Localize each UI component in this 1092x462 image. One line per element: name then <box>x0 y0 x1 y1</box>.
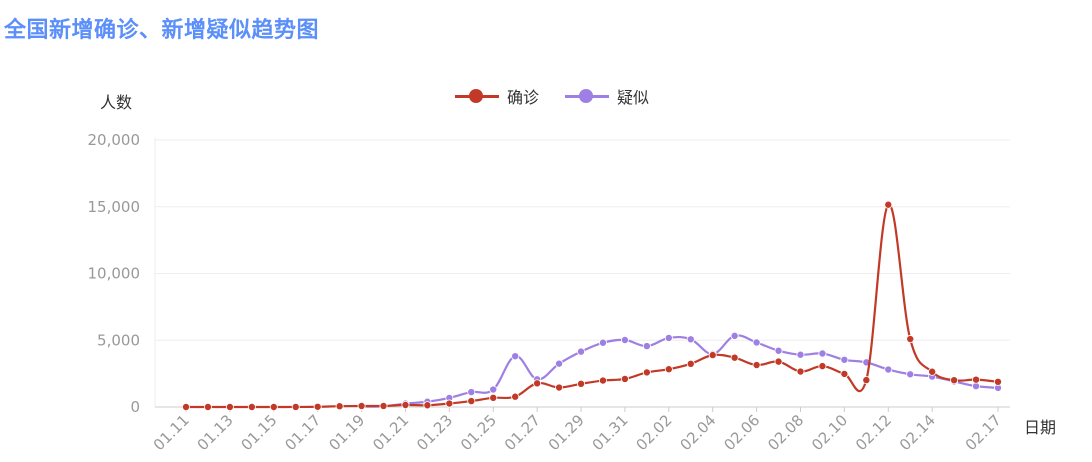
data-point[interactable] <box>774 346 783 355</box>
chart-series <box>181 200 1003 411</box>
data-point[interactable] <box>291 402 300 411</box>
x-tick-label: 02.04 <box>676 411 719 454</box>
x-axis-ticks: 01.11 01.13 01.15 01.17 01.19 01.21 01.23 01.25… <box>150 407 1005 454</box>
y-tick-label: 0 <box>130 398 140 416</box>
legend-item-suspected[interactable]: 疑似 <box>565 84 649 108</box>
x-tick-label: 01.15 <box>238 411 281 454</box>
x-tick-label: 01.21 <box>369 411 412 454</box>
page-title: 全国新增确诊、新增疑似趋势图 <box>4 18 320 43</box>
data-point[interactable] <box>620 374 629 383</box>
x-tick-label: 01.17 <box>281 411 324 454</box>
x-tick-label: 02.17 <box>962 411 1005 454</box>
series-suspected <box>357 331 1003 411</box>
legend-swatch-confirmed <box>455 89 499 103</box>
data-point[interactable] <box>511 392 520 401</box>
x-axis-label: 日期 <box>1024 418 1056 437</box>
data-point[interactable] <box>379 401 388 410</box>
data-point[interactable] <box>752 338 761 347</box>
data-point[interactable] <box>906 335 915 344</box>
x-tick-label: 02.10 <box>808 411 851 454</box>
data-point[interactable] <box>950 376 959 385</box>
data-point[interactable] <box>642 342 651 351</box>
data-point[interactable] <box>928 367 937 376</box>
data-point[interactable] <box>818 349 827 358</box>
x-tick-label: 02.02 <box>633 411 676 454</box>
data-point[interactable] <box>445 399 454 408</box>
y-tick-label: 15,000 <box>88 198 141 216</box>
data-point[interactable] <box>686 359 695 368</box>
x-tick-label: 01.29 <box>545 411 588 454</box>
data-point[interactable] <box>598 376 607 385</box>
x-tick-label: 01.11 <box>150 411 193 454</box>
data-point[interactable] <box>862 376 871 385</box>
data-point[interactable] <box>708 351 717 360</box>
data-point[interactable] <box>730 353 739 362</box>
data-point[interactable] <box>664 365 673 374</box>
data-point[interactable] <box>598 338 607 347</box>
data-point[interactable] <box>247 402 256 411</box>
data-point[interactable] <box>774 357 783 366</box>
data-point[interactable] <box>796 367 805 376</box>
data-point[interactable] <box>642 368 651 377</box>
data-point[interactable] <box>906 370 915 379</box>
series-line <box>361 334 999 408</box>
data-point[interactable] <box>225 402 234 411</box>
data-point[interactable] <box>620 335 629 344</box>
data-point[interactable] <box>972 375 981 384</box>
x-tick-label: 02.12 <box>852 411 895 454</box>
data-point[interactable] <box>203 402 212 411</box>
chart-legend: 确诊 疑似 <box>455 84 649 108</box>
x-tick-label: 01.23 <box>413 411 456 454</box>
data-point[interactable] <box>796 350 805 359</box>
data-point[interactable] <box>884 200 893 209</box>
data-point[interactable] <box>555 359 564 368</box>
data-point[interactable] <box>555 383 564 392</box>
legend-swatch-suspected <box>565 89 610 103</box>
legend-label-confirmed: 确诊 <box>507 88 540 107</box>
data-point[interactable] <box>467 388 476 397</box>
data-point[interactable] <box>752 361 761 370</box>
data-point[interactable] <box>577 379 586 388</box>
data-point[interactable] <box>511 352 520 361</box>
data-point[interactable] <box>401 401 410 410</box>
legend-label-suspected: 疑似 <box>617 88 650 107</box>
data-point[interactable] <box>577 347 586 356</box>
data-point[interactable] <box>533 379 542 388</box>
data-point[interactable] <box>686 335 695 344</box>
series-line <box>185 203 999 409</box>
data-point[interactable] <box>994 377 1003 386</box>
data-point[interactable] <box>730 331 739 340</box>
y-tick-label: 20,000 <box>88 131 141 149</box>
data-point[interactable] <box>489 393 498 402</box>
x-tick-label: 01.31 <box>589 411 632 454</box>
data-point[interactable] <box>335 402 344 411</box>
x-tick-label: 01.13 <box>194 411 237 454</box>
series-confirmed <box>181 200 1003 411</box>
x-tick-label: 02.06 <box>720 411 763 454</box>
data-point[interactable] <box>664 333 673 342</box>
data-point[interactable] <box>423 401 432 410</box>
data-point[interactable] <box>818 362 827 371</box>
data-point[interactable] <box>467 397 476 406</box>
x-tick-label: 01.19 <box>325 411 368 454</box>
data-point[interactable] <box>840 369 849 378</box>
y-tick-label: 10,000 <box>88 265 141 283</box>
data-point[interactable] <box>840 355 849 364</box>
x-tick-label: 01.27 <box>501 411 544 454</box>
y-axis-ticks: 0 5,000 10,000 15,000 20,000 <box>88 131 141 416</box>
y-tick-label: 5,000 <box>97 331 140 349</box>
y-axis-label: 人数 <box>100 93 132 112</box>
data-point[interactable] <box>357 401 366 410</box>
data-point[interactable] <box>269 402 278 411</box>
data-point[interactable] <box>489 385 498 394</box>
x-tick-label: 01.25 <box>457 411 500 454</box>
data-point[interactable] <box>181 402 190 411</box>
x-tick-label: 02.08 <box>764 411 807 454</box>
data-point[interactable] <box>884 365 893 374</box>
data-point[interactable] <box>313 402 322 411</box>
x-tick-label: 02.14 <box>896 411 939 454</box>
chart-gridlines <box>155 139 1010 341</box>
legend-item-confirmed[interactable]: 确诊 <box>455 84 539 108</box>
